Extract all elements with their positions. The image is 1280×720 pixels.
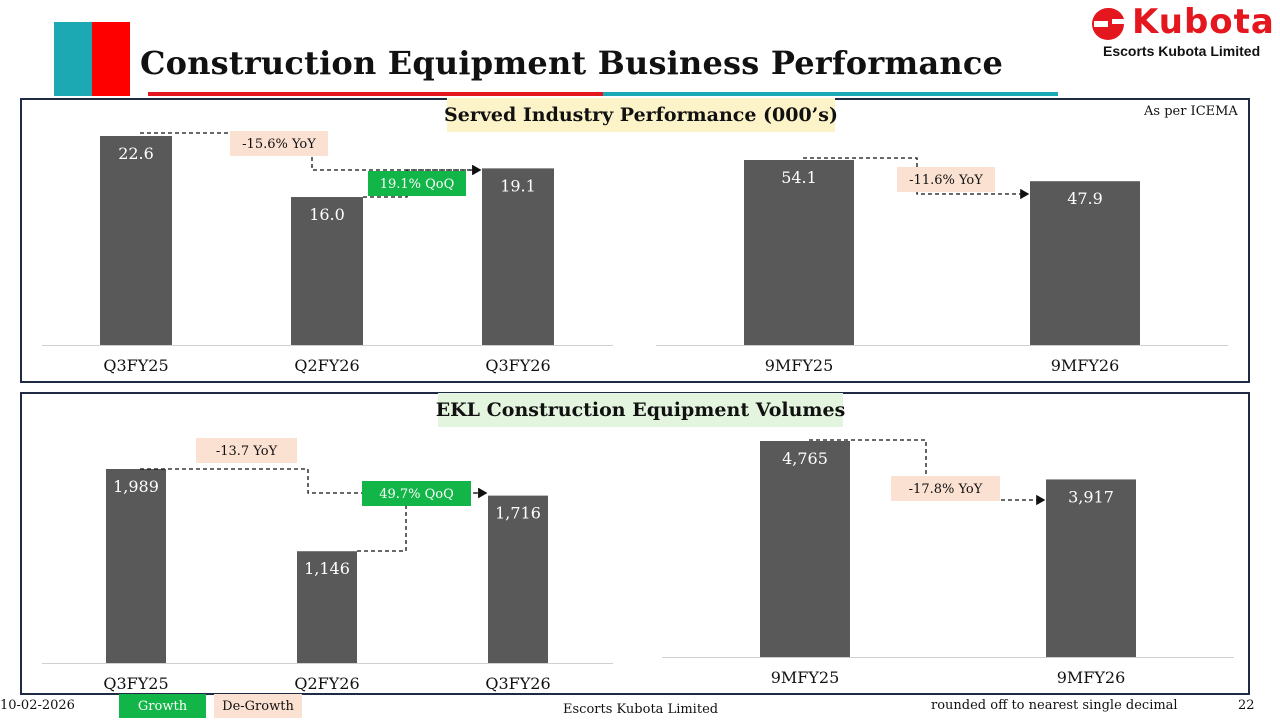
- chart2-change-label-0: -13.7 YoY: [216, 444, 278, 459]
- chart2-bar-Q3FY25: [106, 469, 166, 663]
- chart0-bar-label-Q3FY26: 19.1: [500, 176, 536, 195]
- chart1-bar-9MFY26: [1030, 181, 1140, 345]
- chart0-bar-Q2FY26: [291, 197, 363, 345]
- chart2-category-Q2FY26: Q2FY26: [294, 674, 359, 693]
- chart0-bar-Q3FY25: [100, 136, 172, 345]
- page-number: 22: [1238, 698, 1255, 713]
- chart2-bar-label-Q3FY26: 1,716: [495, 504, 541, 523]
- chart3-bar-label-9MFY26: 3,917: [1068, 487, 1114, 506]
- chart2-change-label-1: 49.7% QoQ: [379, 487, 454, 502]
- chart0-change-label-0: -15.6% YoY: [242, 137, 316, 152]
- ekl-volumes-title: EKL Construction Equipment Volumes: [436, 393, 845, 427]
- chart1-change-label-0: -11.6% YoY: [909, 173, 983, 188]
- chart3-bar-9MFY25: [760, 441, 850, 657]
- page-title: Construction Equipment Business Performa…: [140, 44, 1004, 82]
- company-logo: Kubota Escorts Kubota Limited: [1088, 2, 1278, 60]
- chart1-change-badge-0: [897, 167, 995, 192]
- chart1-bar-label-9MFY26: 47.9: [1067, 189, 1103, 208]
- legend-degrowth: De-Growth: [214, 694, 302, 718]
- chart2-bar-Q3FY26: [488, 495, 548, 663]
- chart2-bar-Q2FY26: [297, 551, 357, 663]
- chart3-change-label-0: -17.8% YoY: [909, 482, 983, 497]
- chart0-bar-label-Q2FY26: 16.0: [309, 205, 345, 224]
- chart1-category-9MFY25: 9MFY25: [765, 356, 834, 375]
- title-underline-red: [148, 92, 603, 96]
- chart3-category-9MFY25: 9MFY25: [771, 668, 840, 687]
- chart2-bar-label-Q2FY26: 1,146: [304, 559, 350, 578]
- logo-subtitle: Escorts Kubota Limited: [1103, 43, 1261, 59]
- chart2-category-Q3FY26: Q3FY26: [485, 674, 550, 693]
- chart0-bar-Q3FY26: [482, 168, 554, 345]
- chart0-category-Q3FY26: Q3FY26: [485, 356, 550, 375]
- chart0-change-label-1: 19.1% QoQ: [380, 177, 455, 192]
- logo-wordmark: Kubota: [1132, 2, 1275, 42]
- source-note: As per ICEMA: [1144, 104, 1238, 119]
- title-underline-teal: [603, 92, 1058, 96]
- chart1-bar-9MFY25: [744, 160, 854, 345]
- chart1-category-9MFY26: 9MFY26: [1051, 356, 1120, 375]
- chart2-change-badge-0: [196, 438, 297, 463]
- title-accent-red: [92, 22, 130, 96]
- footer-date: 10-02-2026: [0, 698, 75, 713]
- title-accent-teal: [54, 22, 92, 96]
- chart3-bar-label-9MFY25: 4,765: [782, 449, 828, 468]
- served-industry-title: Served Industry Performance (000’s): [444, 98, 838, 132]
- legend-growth: Growth: [119, 694, 206, 718]
- chart1-bar-label-9MFY25: 54.1: [781, 168, 817, 187]
- chart3-change-badge-0: [891, 476, 1000, 501]
- chart3-bar-9MFY26: [1046, 479, 1136, 657]
- chart1-connector-0: [803, 157, 1030, 200]
- chart0-change-badge-1: [368, 171, 466, 196]
- chart2-category-Q3FY25: Q3FY25: [103, 674, 168, 693]
- kubota-mark-icon: [1092, 7, 1124, 41]
- footer-note: rounded off to nearest single decimal: [931, 698, 1178, 713]
- chart3-connector-0: [809, 439, 1046, 506]
- chart2-bar-label-Q3FY25: 1,989: [113, 477, 159, 496]
- chart0-category-Q3FY25: Q3FY25: [103, 356, 168, 375]
- chart2-change-badge-1: [362, 481, 471, 506]
- chart0-change-badge-0: [230, 131, 328, 156]
- chart0-category-Q2FY26: Q2FY26: [294, 356, 359, 375]
- chart3-category-9MFY26: 9MFY26: [1057, 668, 1126, 687]
- chart0-bar-label-Q3FY25: 22.6: [118, 144, 154, 163]
- footer-company: Escorts Kubota Limited: [563, 702, 719, 717]
